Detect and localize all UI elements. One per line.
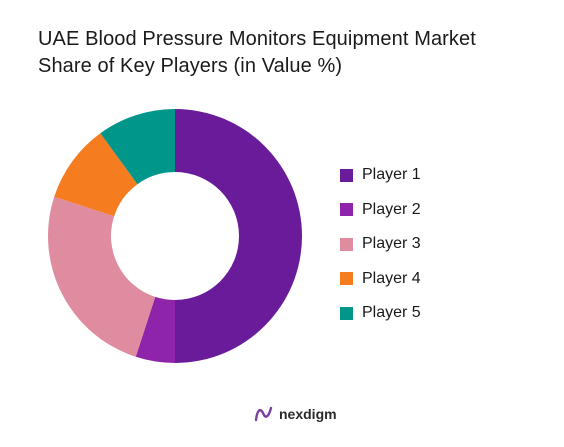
chart-legend: Player 1 Player 2 Player 3 Player 4 Player 5 [340, 158, 421, 331]
donut-slice-3 [48, 196, 156, 357]
nexdigm-logo-icon [254, 406, 273, 422]
legend-item-3: Player 3 [340, 227, 421, 262]
donut-slice-2 [135, 296, 175, 363]
legend-item-2: Player 2 [340, 193, 421, 228]
legend-swatch-4 [340, 272, 353, 286]
donut-slice-1 [175, 109, 302, 363]
legend-swatch-5 [340, 306, 353, 320]
legend-item-4: Player 4 [340, 262, 421, 297]
legend-item-1: Player 1 [340, 158, 421, 193]
legend-swatch-3 [340, 237, 353, 251]
legend-label-2: Player 2 [362, 200, 421, 218]
brand-footer: nexdigm [254, 405, 337, 423]
legend-swatch-2 [340, 203, 353, 217]
chart-title-line-2: Share of Key Players (in Value %) [38, 55, 343, 77]
legend-item-5: Player 5 [340, 296, 421, 331]
brand-name: nexdigm [279, 406, 337, 422]
legend-label-3: Player 3 [362, 235, 421, 253]
legend-swatch-1 [340, 168, 353, 182]
donut-slice-5 [100, 109, 175, 185]
legend-label-1: Player 1 [362, 166, 421, 184]
chart-title: UAE Blood Pressure Monitors Equipment Ma… [38, 26, 476, 80]
donut-slice-4 [54, 133, 138, 217]
chart-title-line-1: UAE Blood Pressure Monitors Equipment Ma… [38, 28, 476, 50]
legend-label-4: Player 4 [362, 269, 421, 287]
legend-label-5: Player 5 [362, 304, 421, 322]
